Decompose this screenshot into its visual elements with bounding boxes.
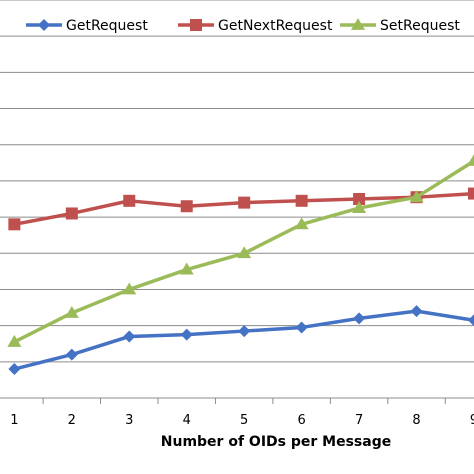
data-point: [180, 328, 193, 341]
x-tick-label: 5: [240, 413, 248, 428]
series-group: [7, 154, 474, 376]
data-point: [467, 154, 474, 166]
x-tick-label: 1: [10, 413, 18, 428]
x-tick-label: 9: [470, 413, 474, 428]
data-point: [123, 330, 136, 343]
data-point: [468, 187, 474, 200]
x-axis-title: Number of OIDs per Message: [161, 434, 391, 450]
legend: GetRequest GetNextRequest SetRequest: [26, 18, 460, 34]
x-tick-label: 6: [297, 413, 305, 428]
data-point: [294, 217, 309, 230]
x-tick-label: 8: [412, 413, 420, 428]
legend-item: GetNextRequest: [178, 18, 333, 34]
legend-label: GetRequest: [66, 18, 148, 34]
data-point: [237, 246, 252, 259]
legend-item: SetRequest: [340, 18, 460, 34]
x-tick-label: 3: [125, 413, 133, 428]
data-point: [65, 207, 78, 220]
x-tick-label: 2: [68, 413, 76, 428]
series-GetRequest: [8, 305, 474, 376]
data-point: [409, 190, 424, 203]
legend-swatch-marker: [351, 18, 365, 30]
gridlines: [0, 0, 474, 363]
data-point: [238, 325, 251, 338]
data-point: [353, 312, 366, 325]
data-point: [180, 200, 193, 213]
x-tick-label: 7: [355, 413, 363, 428]
data-point: [65, 348, 78, 361]
series-SetRequest: [7, 154, 474, 347]
data-point: [353, 193, 366, 205]
legend-swatch-marker: [190, 19, 202, 31]
data-point: [468, 314, 474, 327]
x-tick-labels: 1 2 3 4 5 6 7 8 9: [10, 413, 474, 428]
data-point: [122, 282, 137, 295]
data-point: [7, 334, 22, 347]
data-point: [179, 262, 194, 275]
series-GetNextRequest: [8, 187, 474, 231]
data-point: [8, 363, 21, 376]
legend-label: SetRequest: [380, 18, 460, 34]
data-point: [352, 201, 367, 213]
data-point: [238, 196, 251, 209]
data-point: [295, 321, 308, 334]
axes: [0, 397, 474, 404]
x-tick-label: 4: [183, 413, 191, 428]
data-point: [8, 218, 21, 231]
legend-swatch-marker: [38, 19, 50, 31]
legend-label: GetNextRequest: [218, 18, 333, 34]
data-point: [295, 194, 308, 207]
data-point: [64, 305, 79, 318]
data-point: [123, 194, 136, 207]
series-line: [13, 309, 474, 371]
data-point: [410, 305, 423, 318]
legend-item: GetRequest: [26, 18, 148, 34]
